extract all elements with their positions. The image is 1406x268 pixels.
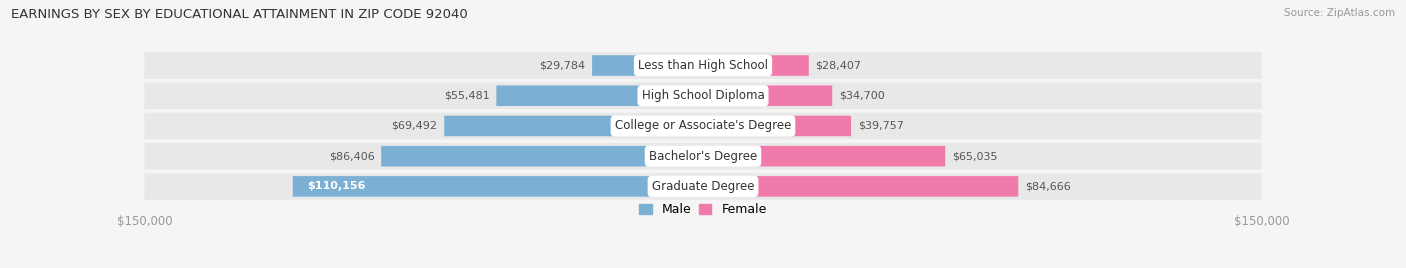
Text: Source: ZipAtlas.com: Source: ZipAtlas.com [1284, 8, 1395, 18]
Text: Less than High School: Less than High School [638, 59, 768, 72]
FancyBboxPatch shape [703, 85, 832, 106]
FancyBboxPatch shape [145, 113, 1261, 139]
FancyBboxPatch shape [444, 116, 703, 136]
Text: High School Diploma: High School Diploma [641, 89, 765, 102]
Text: $110,156: $110,156 [307, 181, 366, 191]
Text: $55,481: $55,481 [444, 91, 489, 101]
FancyBboxPatch shape [592, 55, 703, 76]
Text: $29,784: $29,784 [540, 61, 585, 70]
FancyBboxPatch shape [145, 52, 1261, 79]
Text: $86,406: $86,406 [329, 151, 374, 161]
Text: Graduate Degree: Graduate Degree [652, 180, 754, 193]
FancyBboxPatch shape [145, 83, 1261, 109]
Text: $69,492: $69,492 [391, 121, 437, 131]
Text: $39,757: $39,757 [858, 121, 904, 131]
FancyBboxPatch shape [703, 116, 851, 136]
Text: $28,407: $28,407 [815, 61, 862, 70]
FancyBboxPatch shape [381, 146, 703, 166]
FancyBboxPatch shape [703, 55, 808, 76]
FancyBboxPatch shape [703, 146, 945, 166]
FancyBboxPatch shape [703, 176, 1018, 197]
Text: College or Associate's Degree: College or Associate's Degree [614, 120, 792, 132]
FancyBboxPatch shape [145, 143, 1261, 169]
Text: Bachelor's Degree: Bachelor's Degree [650, 150, 756, 163]
Legend: Male, Female: Male, Female [640, 203, 766, 216]
Text: $34,700: $34,700 [839, 91, 884, 101]
Text: $65,035: $65,035 [952, 151, 997, 161]
Text: EARNINGS BY SEX BY EDUCATIONAL ATTAINMENT IN ZIP CODE 92040: EARNINGS BY SEX BY EDUCATIONAL ATTAINMEN… [11, 8, 468, 21]
FancyBboxPatch shape [292, 176, 703, 197]
Text: $84,666: $84,666 [1025, 181, 1071, 191]
FancyBboxPatch shape [145, 173, 1261, 200]
FancyBboxPatch shape [496, 85, 703, 106]
